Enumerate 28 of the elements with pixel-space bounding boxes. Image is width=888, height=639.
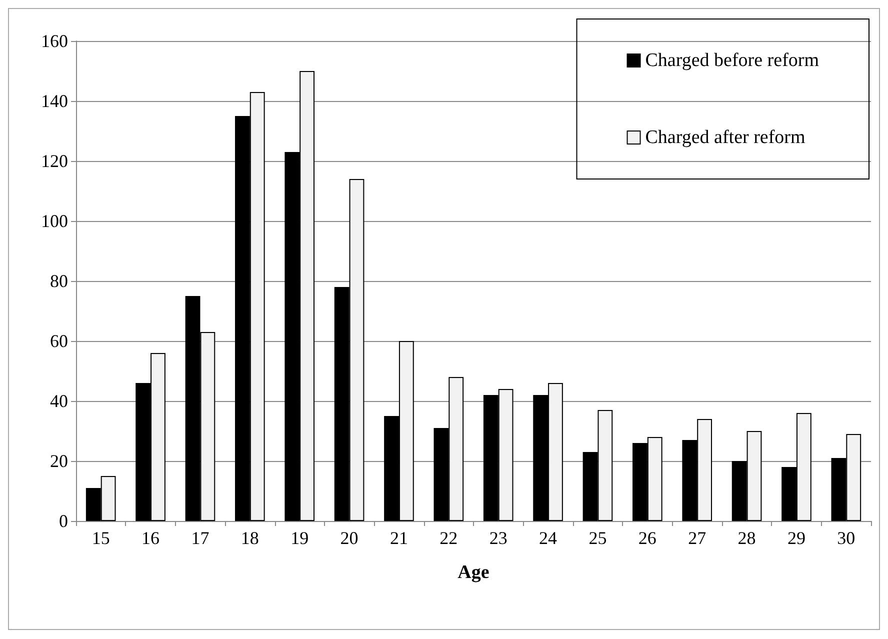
y-tick-label: 60 (50, 331, 68, 351)
x-tick-label: 22 (440, 528, 458, 548)
x-tick-label: 19 (290, 528, 309, 548)
x-tick-label: 18 (240, 528, 259, 548)
x-tick-label: 29 (787, 528, 806, 548)
x-tick-label: 27 (688, 528, 706, 548)
x-tick-label: 28 (738, 528, 756, 548)
y-tick-label: 40 (50, 391, 68, 411)
legend-label: Charged before reform (645, 50, 820, 71)
x-tick-label: 23 (489, 528, 508, 548)
y-tick-label: 160 (41, 31, 68, 51)
x-tick-label: 21 (390, 528, 408, 548)
x-axis-title: Age (458, 562, 490, 583)
legend-label: Charged after reform (645, 127, 806, 148)
x-tick-label: 17 (191, 528, 210, 548)
y-tick-label: 120 (41, 151, 68, 171)
y-tick-label: 80 (50, 271, 68, 291)
y-tick-label: 140 (41, 91, 68, 111)
y-tick-label: 0 (59, 511, 68, 531)
y-tick-label: 20 (50, 451, 68, 471)
x-tick-label: 24 (539, 528, 558, 548)
x-tick-label: 25 (588, 528, 607, 548)
x-tick-label: 16 (142, 528, 160, 548)
x-tick-label: 15 (92, 528, 110, 548)
x-tick-label: 20 (340, 528, 358, 548)
x-tick-label: 26 (638, 528, 656, 548)
x-tick-label: 30 (837, 528, 856, 548)
y-tick-label: 100 (41, 211, 68, 231)
